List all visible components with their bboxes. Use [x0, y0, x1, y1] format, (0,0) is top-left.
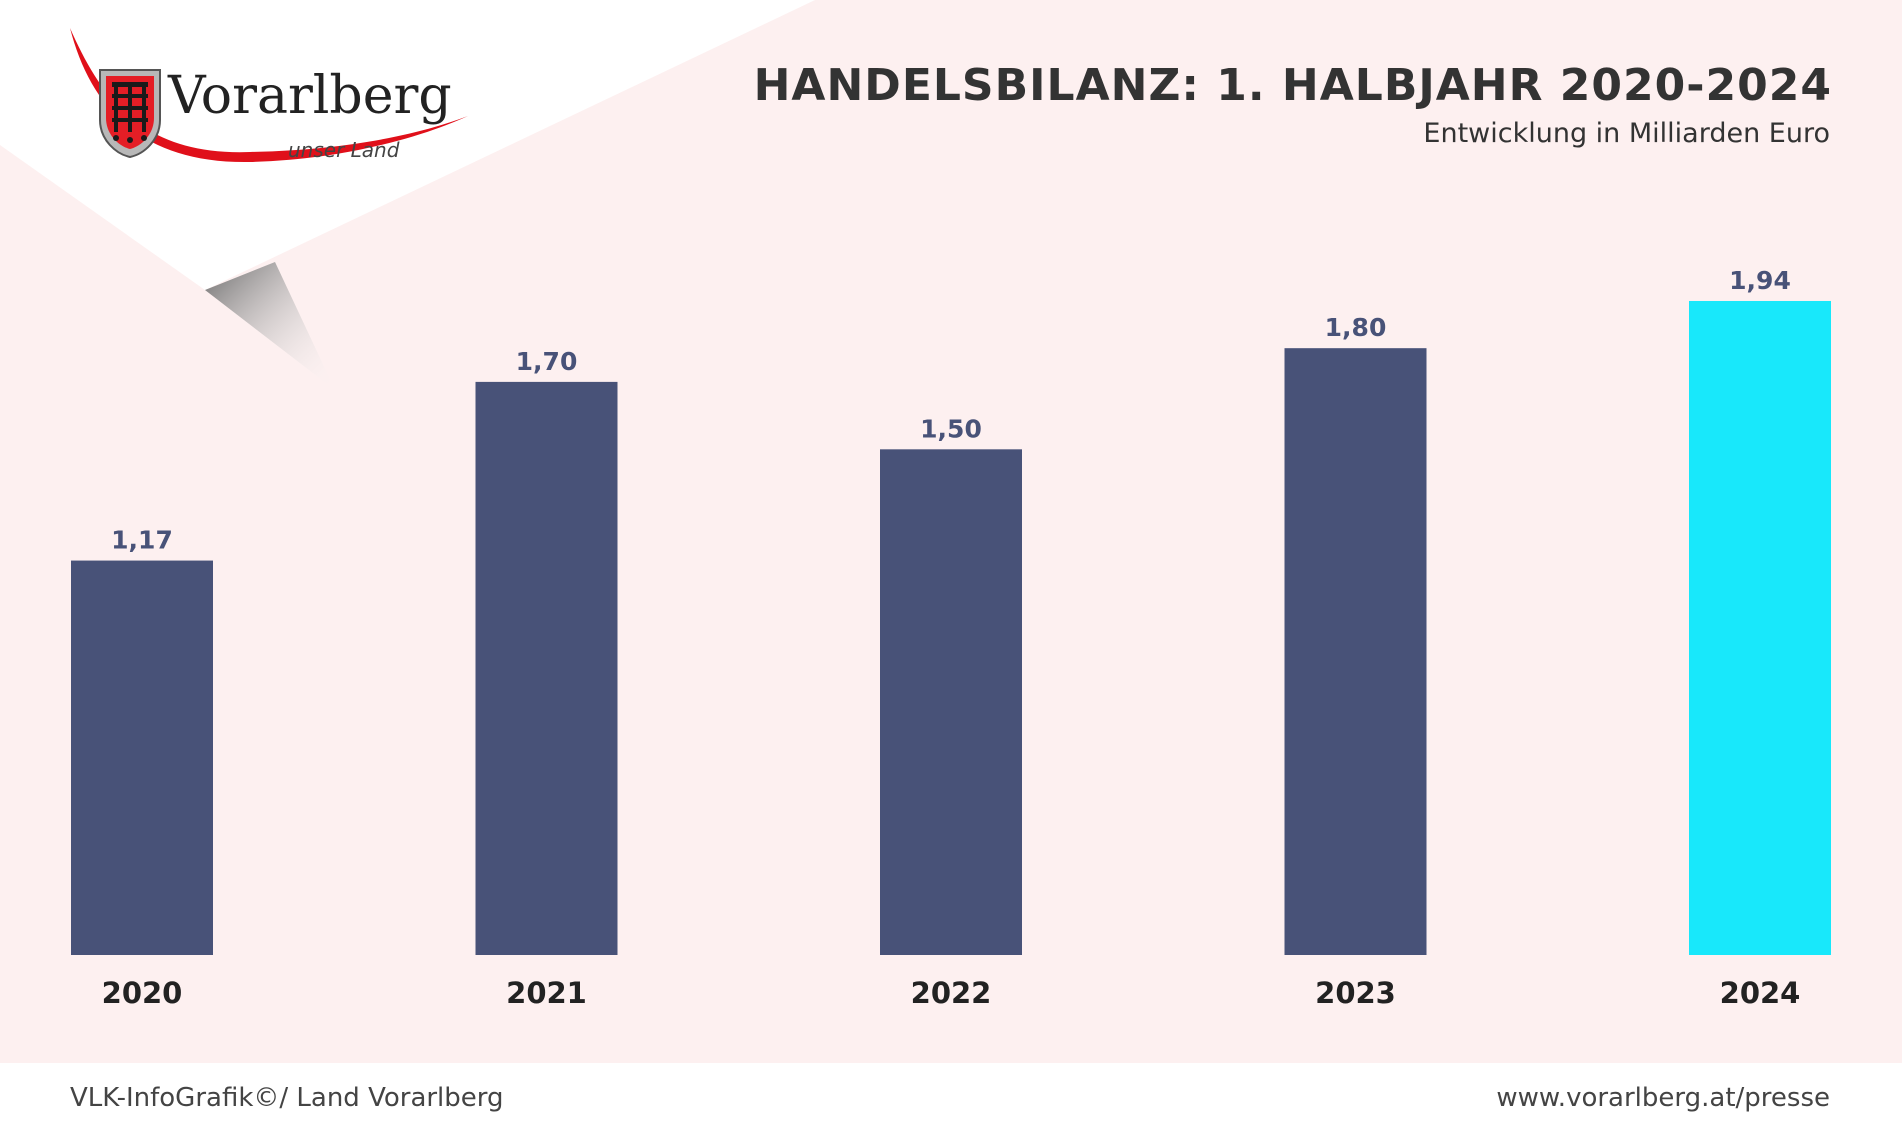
category-label-2023: 2023	[1315, 976, 1396, 1010]
background-shadow-fold	[205, 262, 335, 390]
category-label-2022: 2022	[911, 976, 992, 1010]
chart-subtitle: Entwicklung in Milliarden Euro	[1423, 118, 1830, 149]
bar-2022	[880, 449, 1022, 955]
value-label-2020: 1,17	[111, 526, 173, 555]
footer-credit: VLK-InfoGrafik©/ Land Vorarlberg	[70, 1083, 504, 1113]
footer: VLK-InfoGrafik©/ Land Vorarlberg www.vor…	[0, 1063, 1902, 1135]
chart-title: HANDELSBILANZ: 1. HALBJAHR 2020-2024	[753, 60, 1832, 111]
logo-tagline: unser Land	[288, 138, 400, 162]
bar-2021	[475, 381, 618, 956]
category-label-2024: 2024	[1720, 976, 1801, 1010]
value-label-2021: 1,70	[516, 347, 578, 376]
bar-2023	[1284, 348, 1427, 955]
value-label-2022: 1,50	[920, 414, 982, 443]
bar-2020	[71, 560, 213, 955]
category-label-2021: 2021	[506, 976, 587, 1010]
logo-wordmark: Vorarlberg	[168, 66, 452, 126]
footer-link[interactable]: www.vorarlberg.at/presse	[1496, 1083, 1830, 1113]
category-label-2020: 2020	[102, 976, 183, 1010]
bar-2024	[1689, 300, 1831, 955]
logo: Vorarlberg unser Land	[60, 26, 480, 166]
value-label-2024: 1,94	[1729, 266, 1791, 295]
background-white-diagonal	[0, 0, 815, 290]
vorarlberg-coat-of-arms-icon	[99, 69, 161, 158]
value-label-2023: 1,80	[1325, 313, 1387, 342]
